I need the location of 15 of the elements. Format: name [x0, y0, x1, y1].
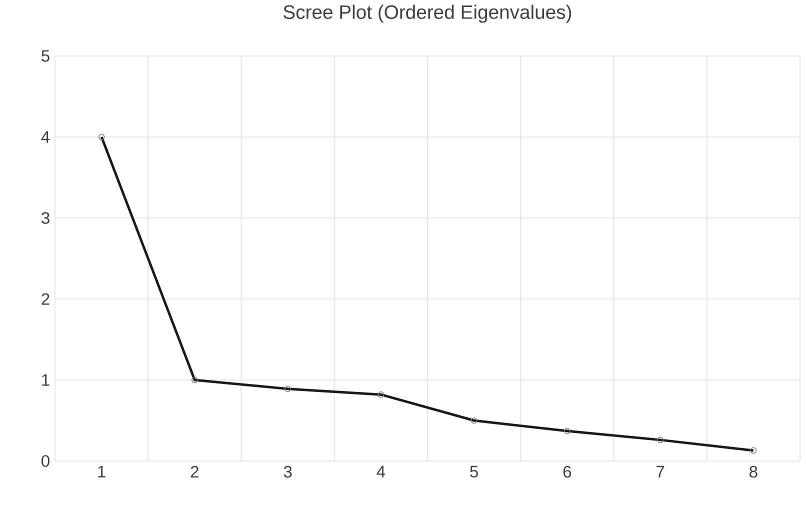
- x-tick-label: 8: [750, 466, 758, 478]
- y-tick-label: 1: [42, 374, 50, 386]
- y-tick-label: 3: [42, 212, 50, 224]
- y-tick-label: 2: [42, 293, 50, 305]
- x-tick-label: 4: [376, 466, 386, 478]
- x-tick-label: 3: [284, 466, 292, 478]
- chart-title: Scree Plot (Ordered Eigenvalues): [284, 4, 572, 23]
- x-tick-label: 7: [656, 466, 664, 478]
- y-tick-label: 5: [42, 50, 50, 62]
- y-tick-label: 0: [42, 455, 50, 467]
- x-tick-label: 2: [190, 466, 198, 478]
- x-tick-label: 5: [470, 466, 478, 478]
- x-tick-label: 1: [98, 466, 106, 478]
- x-tick-label: 6: [563, 466, 572, 478]
- y-tick-label: 4: [41, 131, 50, 143]
